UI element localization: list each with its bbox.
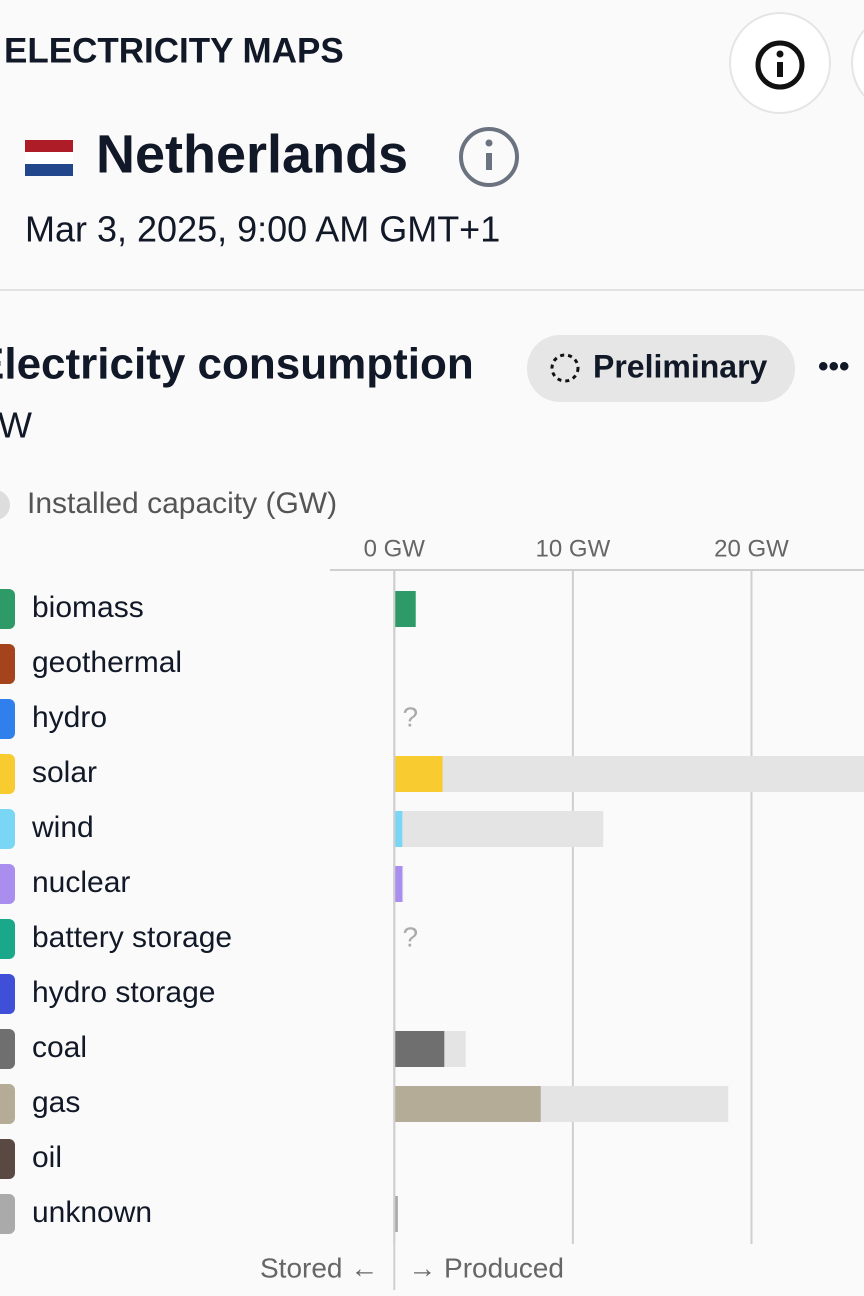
source-icon — [0, 919, 15, 959]
source-icon — [0, 644, 15, 684]
zone-name: Netherlands — [96, 124, 408, 184]
source-icon — [0, 1084, 15, 1124]
source-icon — [0, 1194, 15, 1234]
panel-unit: GW — [0, 405, 32, 446]
capacity-legend: Installed capacity (GW) — [27, 487, 337, 520]
unknown-label: ? — [403, 701, 419, 732]
flag — [25, 164, 73, 176]
production-bar — [394, 811, 403, 847]
info-icon — [776, 50, 784, 58]
category-label: coal — [32, 1031, 87, 1064]
production-bar — [394, 591, 416, 627]
panel-title: Electricity consumption — [0, 340, 474, 389]
info-icon — [755, 40, 805, 90]
capacity-bar — [394, 756, 864, 792]
datetime: Mar 3, 2025, 9:00 AM GMT+1 — [25, 209, 500, 250]
zone-info[interactable] — [459, 127, 519, 187]
production-bar — [394, 1031, 445, 1067]
more-button[interactable]: ••• — [818, 350, 850, 383]
status-pill[interactable] — [527, 335, 795, 402]
production-bar — [394, 1196, 398, 1232]
category-label: unknown — [32, 1196, 152, 1229]
capacity-toggle[interactable] — [0, 490, 10, 520]
category-label: oil — [32, 1141, 62, 1174]
zone-info-icon — [485, 139, 493, 147]
category-label: gas — [32, 1086, 80, 1119]
x-tick-label: 0 GW — [364, 535, 426, 562]
x-tick-label: 10 GW — [536, 535, 611, 562]
source-icon — [0, 1029, 15, 1069]
source-icon — [0, 754, 15, 794]
info-icon — [777, 62, 783, 77]
category-label: biomass — [32, 591, 144, 624]
category-label: hydro storage — [32, 976, 215, 1009]
category-label: geothermal — [32, 646, 182, 679]
brand: ELECTRICITY MAPS — [4, 31, 344, 70]
zone-info-icon — [486, 153, 492, 170]
status-label: Preliminary — [593, 348, 768, 384]
production-bar — [394, 866, 403, 902]
chart: 0 GW 10 GW 20 GW biomass geothermal hydro ? sol… — [0, 535, 864, 1290]
capacity-bar — [394, 811, 604, 847]
axis-label-left: Stored ← — [260, 1252, 378, 1283]
category-label: battery storage — [32, 921, 232, 954]
source-icon — [0, 589, 15, 629]
category-label: wind — [31, 811, 94, 844]
flag — [25, 152, 73, 164]
source-icon — [0, 699, 15, 739]
category-label: hydro — [32, 701, 107, 734]
source-icon — [0, 864, 15, 904]
production-bar — [394, 756, 443, 792]
production-bar — [394, 1086, 541, 1122]
axis-label-right: → Produced — [408, 1252, 564, 1283]
category-label: nuclear — [32, 866, 130, 899]
settings-button[interactable] — [851, 13, 864, 113]
status-icon — [550, 353, 580, 383]
flag — [25, 140, 73, 152]
category-label: solar — [32, 756, 97, 789]
source-icon — [0, 974, 15, 1014]
source-icon — [0, 1139, 15, 1179]
source-icon — [0, 809, 15, 849]
unknown-label: ? — [403, 921, 419, 952]
x-tick-label: 20 GW — [714, 535, 789, 562]
